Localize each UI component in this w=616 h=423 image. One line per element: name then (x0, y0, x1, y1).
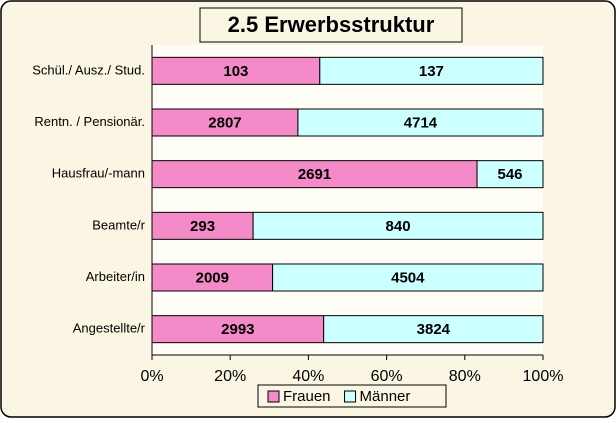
data-label: 2691 (298, 166, 331, 183)
bar-segment (323, 315, 544, 344)
legend-label: Männer (360, 388, 411, 405)
data-label: 3824 (417, 321, 451, 338)
bar-segment (476, 160, 544, 189)
title-box (199, 7, 463, 43)
x-tick-label: 0% (140, 368, 163, 385)
legend-label: Frauen (283, 388, 331, 405)
data-label: 4714 (404, 114, 438, 131)
data-label: 840 (386, 218, 411, 235)
x-tick-label: 60% (371, 368, 403, 385)
y-tick-label: Hausfrau/-mann (52, 166, 145, 181)
x-tick-label: 100% (523, 368, 564, 385)
data-label: 2807 (208, 114, 241, 131)
bar-segment (151, 160, 478, 189)
bar-segment (151, 315, 325, 344)
x-tick-label: 40% (292, 368, 324, 385)
y-tick-label: Schül./ Ausz./ Stud. (32, 62, 145, 77)
x-tick-label: 80% (449, 368, 481, 385)
y-tick-label: Rentn. / Pensionär. (34, 114, 145, 129)
data-label: 2009 (196, 269, 229, 286)
data-label: 2993 (221, 321, 254, 338)
bar-segment (151, 108, 299, 137)
bar-segment (252, 211, 544, 240)
legend-swatch (344, 390, 357, 403)
data-label: 546 (498, 166, 523, 183)
y-tick-label: Beamte/r (92, 217, 145, 232)
bar-segment (151, 56, 321, 85)
plot-area (152, 45, 543, 355)
data-label: 103 (223, 63, 248, 80)
bar-segment (297, 108, 544, 137)
bar-segment (272, 263, 544, 292)
bar-segment (319, 56, 544, 85)
data-label: 293 (190, 218, 215, 235)
legend-swatch (267, 390, 280, 403)
x-tick-label: 20% (214, 368, 246, 385)
y-tick-label: Angestellte/r (73, 321, 146, 336)
y-tick-label: Arbeiter/in (86, 269, 145, 284)
bar-segment (151, 263, 274, 292)
chart-title: 2.5 Erwerbsstruktur (228, 12, 435, 37)
data-label: 137 (419, 63, 444, 80)
data-label: 4504 (391, 269, 425, 286)
